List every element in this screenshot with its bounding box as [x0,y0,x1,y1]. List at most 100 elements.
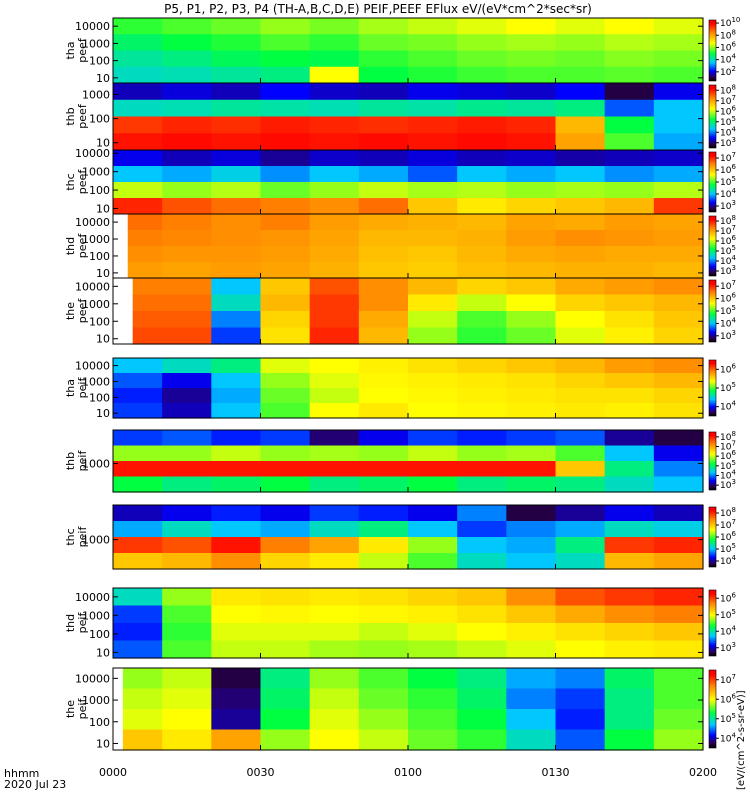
x-tick-label: 0130 [542,766,570,779]
heatmap-cell [555,623,606,642]
heatmap-cell [604,640,655,659]
y-tick-label: 10000 [75,216,110,229]
colorbar-tick-label: 104 [720,624,736,637]
x-tick-label: 0030 [247,766,275,779]
y-tick-label: 1000 [82,694,110,707]
heatmap-cell [555,166,606,183]
heatmap-cell [162,688,212,710]
heatmap-cell [113,403,163,419]
time-axis: hhmm 2020 Jul 23 0000 0030 0100 0130 0200 [4,766,717,791]
heatmap-cell [211,99,262,118]
y-tick-label: 1000 [82,37,110,50]
heatmap-cell [555,214,606,231]
heatmap-cell [162,278,212,296]
heatmap-cell [653,18,704,35]
heatmap-cell [408,133,458,151]
heatmap-cell [211,262,262,279]
heatmap-cell [555,403,606,419]
heatmap-cell [604,198,655,215]
heatmap-cell [408,640,458,659]
heatmap-cell [604,588,655,607]
heatmap-cell [113,388,163,404]
tha-peef-colorbar [708,19,717,82]
heatmap-cell [162,99,212,118]
heatmap-cell [555,640,606,659]
heatmap-cell [604,668,655,690]
heatmap-cell [162,116,212,134]
heatmap-cell [358,246,409,263]
heatmap-cell [358,373,409,389]
heatmap-cell [457,246,507,263]
heatmap-cell [162,166,212,183]
heatmap-cell [211,327,262,345]
heatmap-cell [408,461,458,478]
y-tick-label: 1000 [82,233,110,246]
heatmap-cell [260,358,311,374]
heatmap-cell [555,230,606,247]
y-axis-label: thd [64,237,77,255]
heatmap-cell [309,99,360,118]
heatmap-cell [260,214,311,231]
heatmap-cell [211,729,262,751]
heatmap-cell [162,505,212,522]
heatmap-cell [506,430,557,447]
heatmap-cell [162,66,212,84]
heatmap-cell [211,34,262,52]
heatmap-cell [506,521,557,538]
heatmap-cell [260,116,311,134]
heatmap-cell [358,18,409,35]
heatmap-cell [555,553,606,570]
heatmap-cell [358,294,409,312]
heatmap-cell [408,623,458,642]
heatmap-cell [211,116,262,134]
heatmap-cell [506,688,557,710]
heatmap-cell [653,623,704,642]
y-axis-label: peif [76,377,89,399]
heatmap-cell [113,150,163,167]
colorbar-tick-label: 104 [720,554,736,567]
colorbar-tick-label: 106 [720,362,736,375]
heatmap-cell [604,150,655,167]
thc-peef-colorbar [708,151,717,213]
heatmap-cell [457,294,507,312]
heatmap-cell [457,166,507,183]
y-axis-label: thd [64,614,77,632]
heatmap-cell [358,133,409,151]
heatmap-cell [309,588,360,607]
heatmap-cell [309,150,360,167]
heatmap-cell [457,278,507,296]
heatmap-cell [162,311,212,329]
heatmap-cell [457,182,507,199]
heatmap-cell [309,246,360,263]
heatmap-cell [162,358,212,374]
heatmap-cell [555,278,606,296]
y-tick-label: 1000 [82,458,110,471]
y-axis-label: the [64,700,77,718]
heatmap-cell [604,66,655,84]
heatmap-cell [408,537,458,554]
heatmap-cell [309,640,360,659]
heatmap-cell [604,34,655,52]
heatmap-cell [408,388,458,404]
heatmap-cell [260,311,311,329]
heatmap-cell [555,521,606,538]
heatmap-cell [555,246,606,263]
y-axis-label: peif [76,698,89,720]
heatmap-cell [309,553,360,570]
heatmap-cell [506,605,557,624]
heatmap-cell [555,605,606,624]
heatmap-cell [653,521,704,538]
heatmap-cell [555,18,606,35]
y-axis-label: peef [76,37,89,63]
y-tick-label: 10000 [75,280,110,293]
heatmap-cell [162,262,212,279]
heatmap-cell [211,83,262,101]
heatmap-cell [309,623,360,642]
heatmap-cell [358,278,409,296]
heatmap-cell [457,50,507,68]
heatmap-cell [506,278,557,296]
heatmap-cell [162,461,212,478]
